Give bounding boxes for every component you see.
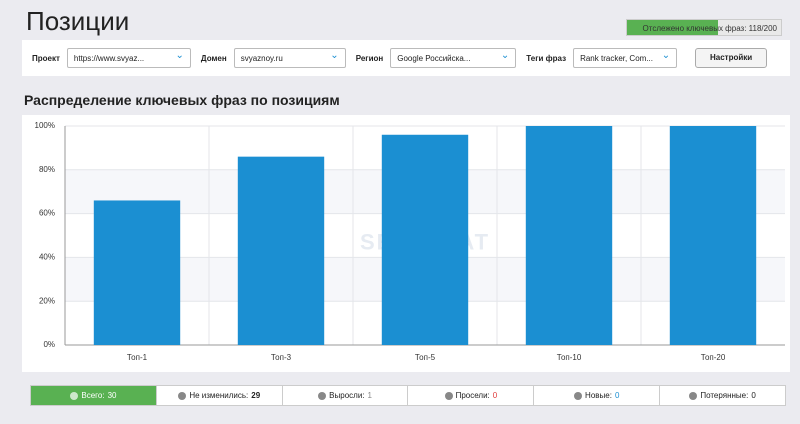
stat-value: 1 — [367, 391, 372, 400]
bar — [381, 134, 469, 345]
y-tick-label: 100% — [35, 121, 55, 130]
filter-bar: Проект https://www.svyaz... Домен svyazn… — [22, 40, 790, 76]
x-tick-label: Топ-3 — [271, 353, 292, 362]
tags-select[interactable]: Rank tracker, Com... — [573, 48, 678, 68]
page-title: Позиции — [26, 6, 130, 36]
project-select[interactable]: https://www.svyaz... — [66, 48, 191, 68]
stat-new[interactable]: Новые: 0 — [534, 386, 661, 405]
stat-value: 0 — [492, 391, 498, 400]
y-tick-label: 60% — [39, 209, 55, 218]
stat-label: Просели: — [455, 391, 490, 400]
info-icon — [318, 391, 327, 400]
info-icon — [689, 391, 698, 400]
chart-title: Распределение ключевых фраз по позициям — [24, 92, 340, 108]
phrase-progress: Отслежено ключевых фраз: 118/200 — [626, 19, 782, 36]
filter-label: Теги фраз — [526, 53, 567, 63]
info-icon — [444, 391, 453, 400]
y-tick-label: 0% — [43, 340, 55, 349]
info-icon — [574, 391, 583, 400]
y-tick-label: 40% — [39, 253, 55, 262]
stat-label: Новые: — [585, 391, 612, 400]
stat-value: 0 — [751, 391, 756, 400]
bar — [525, 126, 613, 345]
stat-label: Выросли: — [329, 391, 365, 400]
select-value: svyaznoy.ru — [240, 54, 283, 63]
stat-value: 0 — [614, 391, 620, 400]
bar — [237, 156, 325, 345]
stat-unchanged[interactable]: Не изменились: 29 — [157, 386, 283, 405]
bar — [93, 200, 181, 345]
x-tick-label: Топ-1 — [127, 353, 148, 362]
info-icon — [70, 391, 79, 400]
filter-label: Домен — [200, 53, 227, 63]
region-select[interactable]: Google Российска... — [390, 48, 517, 68]
stat-label: Всего: — [81, 391, 105, 400]
y-tick-label: 80% — [39, 165, 55, 174]
y-tick-label: 20% — [39, 296, 55, 305]
select-value: Rank tracker, Com... — [580, 54, 653, 63]
progress-text: Отслежено ключевых фраз: 118/200 — [642, 24, 777, 33]
stat-value: 30 — [107, 391, 117, 400]
domain-select[interactable]: svyaznoy.ru — [233, 48, 346, 68]
select-value: https://www.svyaz... — [73, 54, 145, 63]
stats-bar: Всего: 30 Не изменились: 29 Выросли: 1 Прос… — [30, 385, 786, 406]
x-tick-label: Топ-20 — [701, 353, 726, 362]
progress-fill — [627, 20, 718, 35]
settings-button[interactable]: Настройки — [695, 48, 768, 68]
x-tick-label: Топ-5 — [415, 353, 436, 362]
filter-label: Проект — [32, 53, 60, 63]
stat-label: Не изменились: — [189, 391, 249, 400]
info-icon — [178, 391, 187, 400]
chart: SERPSTAT0%20%40%60%80%100%Топ-1Топ-3Топ-… — [22, 115, 790, 372]
stat-label: Потерянные: — [700, 391, 749, 400]
x-tick-label: Топ-10 — [557, 353, 582, 362]
stat-up[interactable]: Выросли: 1 — [283, 386, 409, 405]
stat-total[interactable]: Всего: 30 — [31, 386, 157, 405]
stat-lost[interactable]: Потерянные: 0 — [660, 386, 785, 405]
bar — [669, 126, 757, 345]
filter-label: Регион — [355, 53, 384, 63]
stat-value: 29 — [251, 391, 261, 400]
select-value: Google Российска... — [397, 54, 471, 63]
stat-down[interactable]: Просели: 0 — [408, 386, 535, 405]
